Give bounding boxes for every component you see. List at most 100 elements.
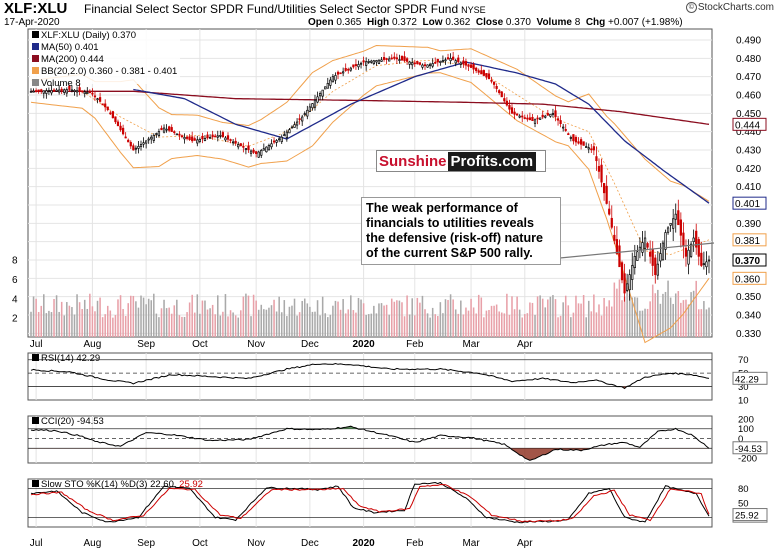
candle-body [528,117,532,121]
candle-body [646,243,649,248]
volume-bar [268,307,270,337]
volume-bar [649,301,651,337]
volume-bar [191,294,193,337]
candle-body [500,91,503,98]
volume-bar [388,314,390,337]
volume-bar [516,296,518,337]
candle-body [434,61,437,64]
volume-bar [570,317,572,337]
candle-body [498,90,501,94]
candle-body [687,249,690,265]
candle-body [252,149,255,153]
candle-body [677,210,680,226]
volume-bar [623,296,626,337]
candle-body [444,59,447,62]
candle-body [175,133,178,136]
candle-body [150,136,153,140]
volume-bar [158,317,160,337]
volume-bar [293,298,296,337]
candle-body [91,92,94,95]
volume-bar [160,308,163,337]
candle-body [418,62,422,65]
price-tick-label: 0.470 [736,72,761,83]
volume-bar [577,303,580,337]
candle-body [139,144,143,147]
volume-bar [480,297,483,337]
candle-body [697,239,700,257]
low-value: 0.362 [445,17,471,28]
volume-bar [373,305,375,337]
candle-body [487,73,491,80]
volume-bar [493,305,495,337]
volume-bar [168,307,170,337]
candle-body [278,138,281,141]
price-tick-label: 0.330 [736,329,761,340]
x-tick-label: Sep [137,339,155,350]
volume-bar [672,303,674,337]
volume-bar [697,309,700,337]
volume-bar [705,309,708,337]
volume-bar [81,309,83,337]
candle-body [242,145,245,148]
volume-bar [101,317,104,337]
volume-bar [403,316,406,337]
sto-line [30,483,710,523]
volume-bar [657,289,659,337]
candle-body [234,140,237,144]
candle-body [620,262,624,281]
candle-body [354,64,358,67]
legend-rsi-swatch [32,354,39,361]
candle-body [515,113,519,116]
candle-body [411,62,414,66]
candle-body [293,124,296,128]
volume-bar [429,317,431,337]
volume-bar [114,315,117,337]
volume-bar [206,309,209,337]
x-tick-label-bottom: 2020 [352,538,375,549]
volume-bar [669,297,672,337]
description-text: Financial Select Sector SPDR Fund/Utilit… [84,2,459,16]
volume-bar [155,313,158,337]
candle-body [324,86,327,90]
candle-body [365,61,368,66]
candle-body [423,64,427,67]
volume-bar [53,298,55,337]
volume-bar [224,294,227,337]
candle-body [47,90,51,92]
volume-bar [360,299,362,337]
brand-link[interactable]: © StockCharts.com [685,2,774,13]
candle-body [326,83,329,89]
candle-body [702,263,706,266]
candle-body [541,114,544,118]
candle-body [295,121,299,126]
volume-bar [355,312,357,337]
legend-rsi: RSI(14) 42.29 [41,353,100,364]
candle-body [249,150,253,154]
volume-bar [506,293,508,337]
candle-body [377,59,381,64]
volume-bar [58,311,60,337]
candle-body [490,79,493,82]
candle-body [385,58,388,60]
volume-bar [153,293,155,337]
volume-bar [201,300,204,337]
volume-bar [465,307,467,337]
price-tick-label: 0.480 [736,54,761,65]
candle-body [398,59,401,61]
legend-sto: Slow STO %K(14) %D(3) 22.60, 25.92 [41,479,203,490]
candle-body [707,259,711,262]
volume-bar [618,279,621,337]
volume-bar [447,299,449,337]
symbol-description: Financial Select Sector SPDR Fund/Utilit… [84,2,486,16]
x-tick-label-bottom: Dec [301,538,319,549]
volume-bar [462,314,465,337]
volume-bar [170,313,173,337]
volume-bar [329,314,332,337]
candle-body [219,134,222,137]
volume-bar [232,312,234,337]
candle-body [178,133,181,136]
candle-body [267,145,271,151]
volume-bar [204,300,206,337]
candle-body [239,143,242,147]
